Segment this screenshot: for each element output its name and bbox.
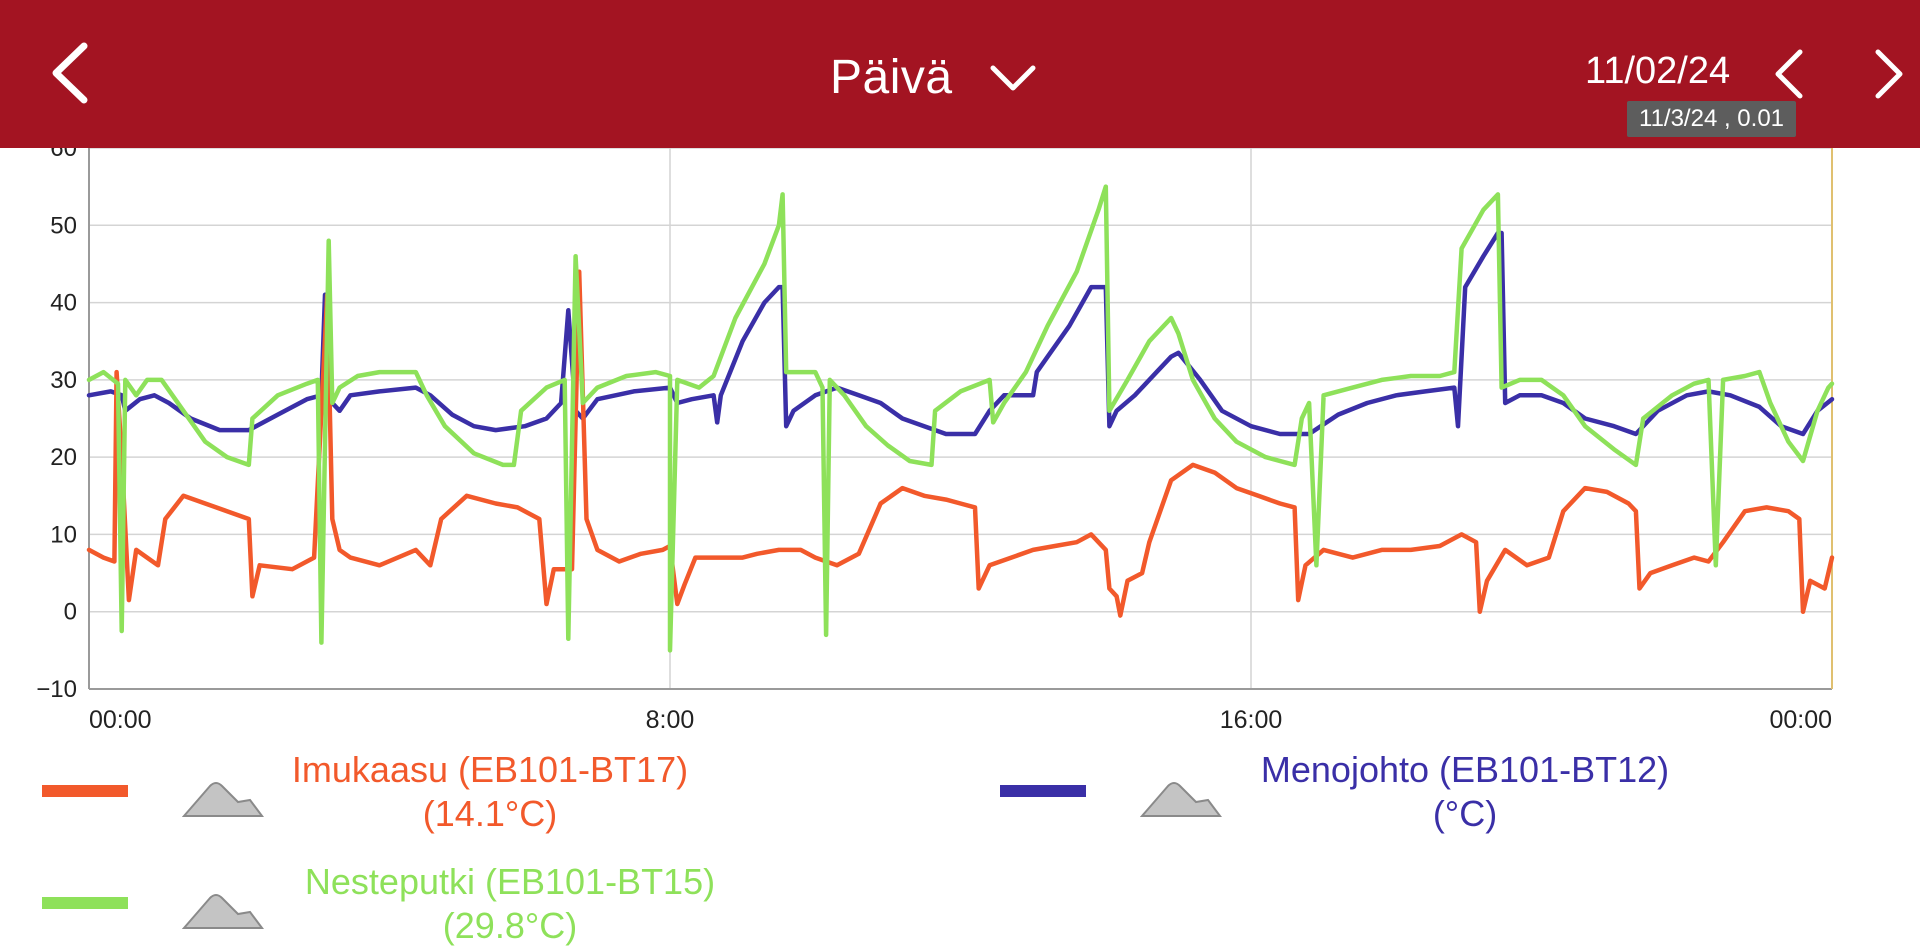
- mountain-icon[interactable]: [182, 776, 264, 818]
- x-tick-label: 16:00: [1220, 706, 1283, 734]
- y-tick-label: 60: [50, 148, 77, 162]
- legend-value: (°C): [1432, 793, 1498, 834]
- mountain-icon[interactable]: [1140, 776, 1222, 818]
- chevron-left-icon: [52, 42, 88, 104]
- x-tick-label: 00:00: [1769, 706, 1832, 734]
- value-tooltip: 11/3/24 , 0.01: [1627, 101, 1797, 137]
- previous-day-button[interactable]: [1768, 46, 1812, 102]
- legend-value: (14.1°C): [422, 793, 558, 834]
- chart-series: [86, 184, 1835, 653]
- legend-item-menojohto: Menojohto (EB101-BT12) (°C): [1250, 748, 1680, 836]
- legend-name: Imukaasu (EB101-BT17): [291, 749, 689, 790]
- app-header: Päivä 11/02/24: [0, 0, 1920, 148]
- y-tick-label: 40: [50, 290, 77, 317]
- series-line-1: [86, 230, 1835, 437]
- legend-line-nesteputki: [42, 897, 128, 909]
- chevron-right-icon: [1875, 49, 1903, 99]
- legend-item-imukaasu: Imukaasu (EB101-BT17) (14.1°C): [290, 748, 690, 836]
- chevron-down-icon: [990, 65, 1036, 91]
- legend-value: (29.8°C): [442, 905, 578, 946]
- y-tick-label: 10: [50, 521, 77, 548]
- legend-line-menojohto: [1000, 785, 1086, 797]
- chart-ticks: −10 0 10 20 30 40 50 60 00:00 8:00 16:00 00:00: [36, 148, 1832, 734]
- series-line-2: [86, 184, 1835, 653]
- period-selector[interactable]: Päivä: [830, 42, 1037, 112]
- chevron-left-icon: [1775, 49, 1803, 99]
- legend-name: Nesteputki (EB101-BT15): [304, 861, 716, 902]
- series-line-0: [86, 269, 1835, 618]
- x-tick-label: 8:00: [646, 706, 695, 734]
- back-button[interactable]: [40, 38, 110, 108]
- temperature-chart[interactable]: −10 0 10 20 30 40 50 60 00:00 8:00 16:00 00:00: [0, 148, 1920, 748]
- date-label: 11/02/24: [1585, 50, 1731, 92]
- y-tick-label: 50: [50, 212, 77, 239]
- y-tick-label: −10: [36, 676, 77, 703]
- period-label: Päivä: [830, 50, 953, 104]
- x-tick-label: 00:00: [89, 706, 152, 734]
- next-day-button[interactable]: [1866, 46, 1910, 102]
- legend-item-nesteputki: Nesteputki (EB101-BT15) (29.8°C): [290, 860, 730, 948]
- y-tick-label: 30: [50, 367, 77, 394]
- legend-name: Menojohto (EB101-BT12): [1260, 749, 1670, 790]
- chart-grid: [88, 148, 1833, 690]
- mountain-icon[interactable]: [182, 888, 264, 930]
- legend-line-imukaasu: [42, 785, 128, 797]
- y-tick-label: 0: [64, 599, 77, 626]
- y-tick-label: 20: [50, 444, 77, 471]
